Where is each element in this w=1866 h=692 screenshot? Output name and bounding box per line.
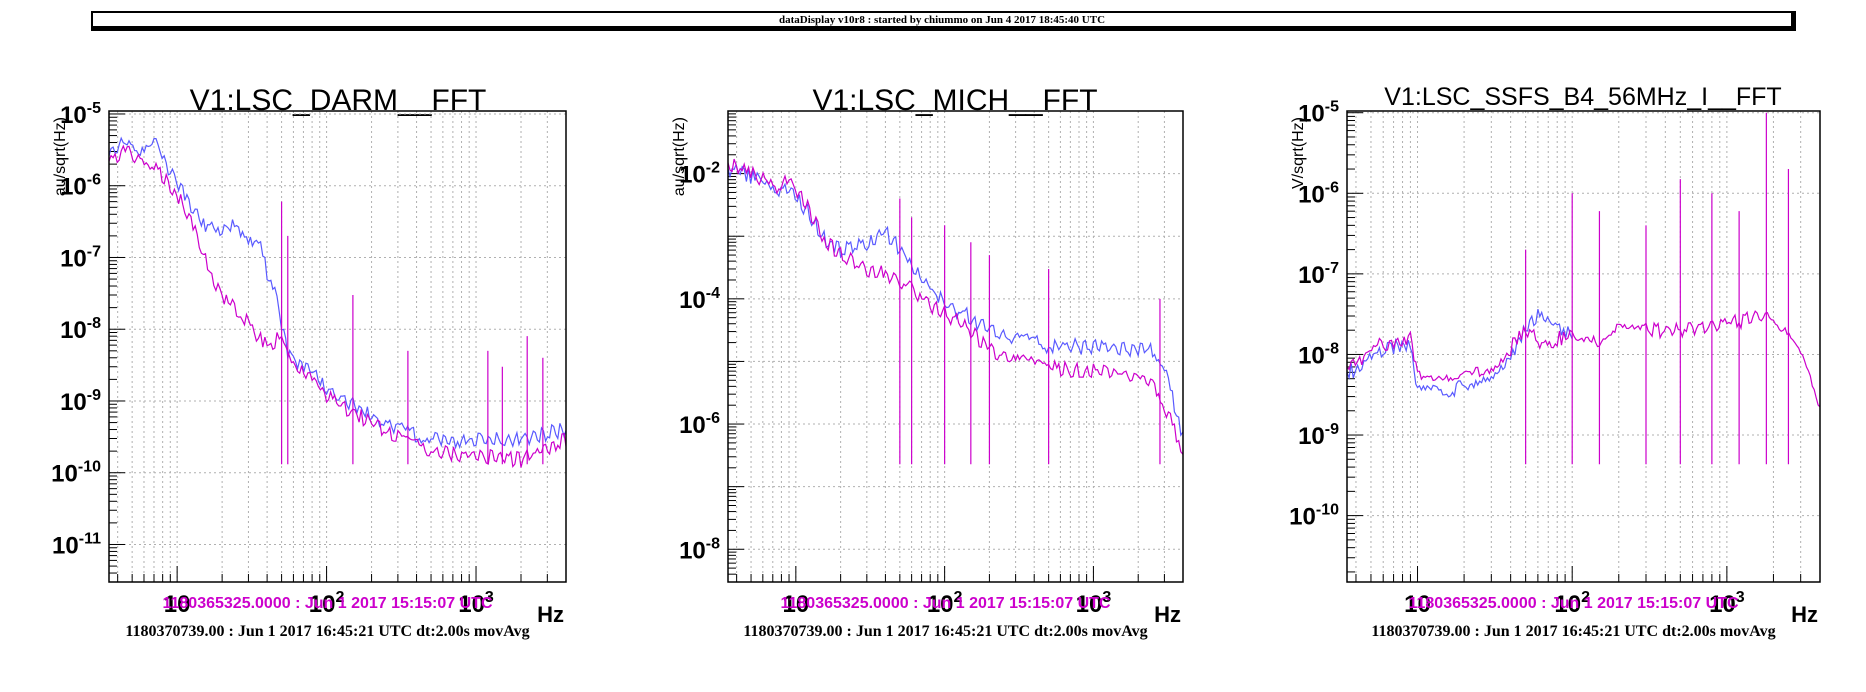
reference-time-label: 1180365325.0000 : Jun 1 2017 15:15:07 UT…: [1408, 595, 1738, 612]
ticks: [728, 110, 1184, 583]
y-axis-label: au/sqrt(Hz): [52, 117, 69, 196]
x-axis-label: Hz: [537, 602, 564, 627]
y-tick-label: 10-2: [679, 160, 720, 189]
x-tick-label: 10: [164, 591, 191, 618]
live-trace: [728, 162, 1183, 437]
plot-frame: [727, 110, 1184, 583]
y-tick-label: 10-6: [1298, 179, 1339, 208]
y-tick-label: 10-5: [1298, 99, 1339, 128]
plot-panel-1: V1:LSC_DARM__FFT 10-5 10-6 10-7 10-8 10-9 10-1…: [51, 84, 567, 640]
plot-frame: [108, 110, 567, 583]
y-tick-label: 10-5: [60, 100, 101, 129]
reference-trace: [1347, 310, 1820, 408]
x-axis-label: Hz: [1154, 602, 1181, 627]
traces: [109, 136, 566, 469]
y-axis-label: V/sqrt(Hz): [1290, 117, 1307, 189]
reference-time-label: 1180365325.0000 : Jun 1 2017 15:15:07 UT…: [162, 595, 492, 612]
chart-title: V1:LSC_DARM__FFT: [190, 84, 487, 117]
traces: [1347, 112, 1820, 465]
live-trace: [109, 136, 566, 450]
y-tick-label: 10-7: [1298, 260, 1339, 289]
y-tick-label: 10-7: [60, 243, 101, 272]
reference-trace: [109, 144, 566, 469]
y-tick-label: 10-4: [679, 285, 720, 314]
live-time-label: 1180370739.00 : Jun 1 2017 16:45:21 UTC …: [1371, 623, 1775, 640]
y-tick-label: 10-10: [1289, 502, 1339, 531]
x-tick-label: 103: [1709, 589, 1745, 618]
y-tick-label: 10-8: [1298, 340, 1339, 369]
live-trace: [1347, 309, 1573, 398]
x-tick-label: 103: [1076, 589, 1112, 618]
plot-panel-3: V1:LSC_SSFS_B4_56MHz_I__FFT 10-5 10-6 10-7 1…: [1289, 83, 1821, 640]
y-tick-label: 10-9: [1298, 421, 1339, 450]
x-tick-label: 10: [782, 591, 809, 618]
plot-frame: [1346, 110, 1821, 583]
y-tick-label: 10-6: [60, 172, 101, 201]
traces: [728, 158, 1183, 465]
y-tick-label: 10-8: [679, 535, 720, 564]
plot-panel-2: V1:LSC_MICH__FFT 10-2 10-4 10-6 10-8 10 102 103…: [671, 84, 1184, 640]
y-tick-label: 10-11: [52, 530, 101, 559]
x-tick-label: 102: [927, 589, 963, 618]
grid: [728, 110, 1184, 582]
live-time-label: 1180370739.00 : Jun 1 2017 16:45:21 UTC …: [743, 623, 1147, 640]
y-axis-label: au/sqrt(Hz): [671, 117, 688, 196]
x-tick-label: 10: [1404, 591, 1431, 618]
reference-trace: [728, 158, 1183, 455]
y-tick-label: 10-9: [60, 387, 101, 416]
reference-time-label: 1180365325.0000 : Jun 1 2017 15:15:07 UT…: [780, 595, 1110, 612]
chart-title: V1:LSC_MICH__FFT: [812, 84, 1097, 117]
y-tick-label: 10-10: [51, 459, 101, 488]
grid: [1347, 111, 1821, 582]
x-tick-label: 102: [309, 589, 345, 618]
live-time-label: 1180370739.00 : Jun 1 2017 16:45:21 UTC …: [125, 623, 529, 640]
x-axis-label: Hz: [1791, 602, 1818, 627]
window-header-bar: dataDisplay v10r8 : started by chiummo o…: [91, 11, 1796, 31]
y-tick-label: 10-6: [679, 410, 720, 439]
grid: [109, 111, 567, 582]
window-header-text: dataDisplay v10r8 : started by chiummo o…: [778, 13, 1106, 26]
x-tick-label: 103: [458, 589, 494, 618]
y-tick-label: 10-8: [60, 315, 101, 344]
x-tick-label: 102: [1554, 589, 1590, 618]
chart-title: V1:LSC_SSFS_B4_56MHz_I__FFT: [1384, 83, 1781, 111]
